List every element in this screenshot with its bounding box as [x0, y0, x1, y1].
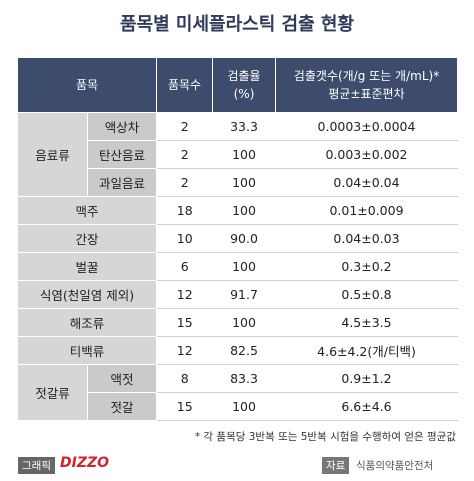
header-line: 검출갯수(개/g 또는 개/mL)*: [293, 69, 440, 83]
value-cell: 12: [156, 336, 213, 365]
value-cell: 0.04±0.04: [275, 168, 458, 197]
item-label: 탄산음료: [87, 140, 157, 169]
value-cell: 100: [212, 140, 276, 169]
row: 맥주 18 100 0.01±0.009: [17, 196, 458, 225]
value-cell: 15: [156, 308, 213, 337]
graphic-label: 그래픽: [18, 457, 55, 474]
value-cell: 10: [156, 224, 213, 253]
group-label: 젓갈류: [17, 364, 88, 421]
value-cell: 90.0: [212, 224, 276, 253]
row: 젓갈류 액젓 8 83.3 0.9±1.2: [17, 364, 458, 421]
credit-bar: 그래픽 DIZZO 자료 식품의약품안전처: [0, 455, 474, 475]
footnote: * 각 품목당 3반복 또는 5반복 시험을 수행하여 얻은 평균값: [194, 431, 456, 443]
value-cell: 8: [156, 364, 213, 393]
group-label: 음료류: [17, 112, 88, 197]
row: 해조류 15 100 4.5±3.5: [17, 308, 458, 337]
row: 간장 10 90.0 0.04±0.03: [17, 224, 458, 253]
value-cell: 100: [212, 168, 276, 197]
value-cell: 0.01±0.009: [275, 196, 458, 225]
value-cell: 0.0003±0.0004: [275, 112, 458, 141]
row: 티백류 12 82.5 4.6±4.2(개/티백): [17, 336, 458, 365]
item-label: 식염(천일염 제외): [17, 280, 157, 309]
item-label: 액상차: [87, 112, 157, 141]
header-row: 품목 품목수 검출율 (%) 검출갯수(개/g 또는 개/mL)* 평균±표준편차: [17, 57, 458, 113]
row: 음료류 액상차 2 33.3 0.0003±0.0004: [17, 112, 458, 197]
title: 품목별 미세플라스틱 검출 현황: [119, 14, 355, 35]
value-cell: 0.9±1.2: [275, 364, 458, 393]
row: 벌꿀 6 100 0.3±0.2: [17, 252, 458, 281]
header-cell: 품목수: [156, 57, 213, 113]
value-cell: 15: [156, 392, 213, 421]
logo: DIZZO: [60, 455, 110, 471]
row: 과일음료 2 100 0.04±0.04: [18, 168, 458, 197]
table: 품목 품목수 검출율 (%) 검출갯수(개/g 또는 개/mL)* 평균±표준편차 음료류 액…: [17, 57, 458, 421]
source: 식품의약품안전처: [356, 460, 434, 472]
value-cell: 82.5: [212, 336, 276, 365]
value-cell: 6: [156, 252, 213, 281]
item-label: 액젓: [87, 364, 157, 393]
value-cell: 0.003±0.002: [275, 140, 458, 169]
source-label: 자료: [322, 457, 350, 474]
item-label: 해조류: [17, 308, 157, 337]
value-cell: 91.7: [212, 280, 276, 309]
item-label: 간장: [17, 224, 157, 253]
value-cell: 4.6±4.2(개/티백): [275, 336, 458, 365]
row: 식염(천일염 제외) 12 91.7 0.5±0.8: [17, 280, 458, 309]
value-cell: 100: [212, 196, 276, 225]
item-label: 맥주: [17, 196, 157, 225]
header-line: 평균±표준편차: [328, 87, 405, 101]
item-label: 벌꿀: [17, 252, 157, 281]
value-cell: 2: [156, 168, 213, 197]
item-label: 티백류: [17, 336, 157, 365]
value-cell: 12: [156, 280, 213, 309]
value-cell: 0.3±0.2: [275, 252, 458, 281]
header-cell: 검출율 (%): [212, 57, 276, 113]
value-cell: 100: [212, 392, 276, 421]
value-cell: 2: [156, 140, 213, 169]
header-cell: 검출갯수(개/g 또는 개/mL)* 평균±표준편차: [275, 57, 458, 113]
value-cell: 100: [212, 308, 276, 337]
value-cell: 2: [156, 112, 213, 141]
header-line: (%): [233, 87, 255, 101]
value-cell: 0.5±0.8: [275, 280, 458, 309]
header-line: 검출율: [227, 69, 261, 83]
value-cell: 18: [156, 196, 213, 225]
header-cell: 품목: [17, 57, 157, 113]
value-cell: 4.5±3.5: [275, 308, 458, 337]
value-cell: 83.3: [212, 364, 276, 393]
row: 젓갈 15 100 6.6±4.6: [18, 392, 458, 421]
value-cell: 33.3: [212, 112, 276, 141]
value-cell: 6.6±4.6: [275, 392, 458, 421]
item-label: 젓갈: [87, 392, 157, 421]
value-cell: 0.04±0.03: [275, 224, 458, 253]
value-cell: 100: [212, 252, 276, 281]
item-label: 과일음료: [87, 168, 157, 197]
